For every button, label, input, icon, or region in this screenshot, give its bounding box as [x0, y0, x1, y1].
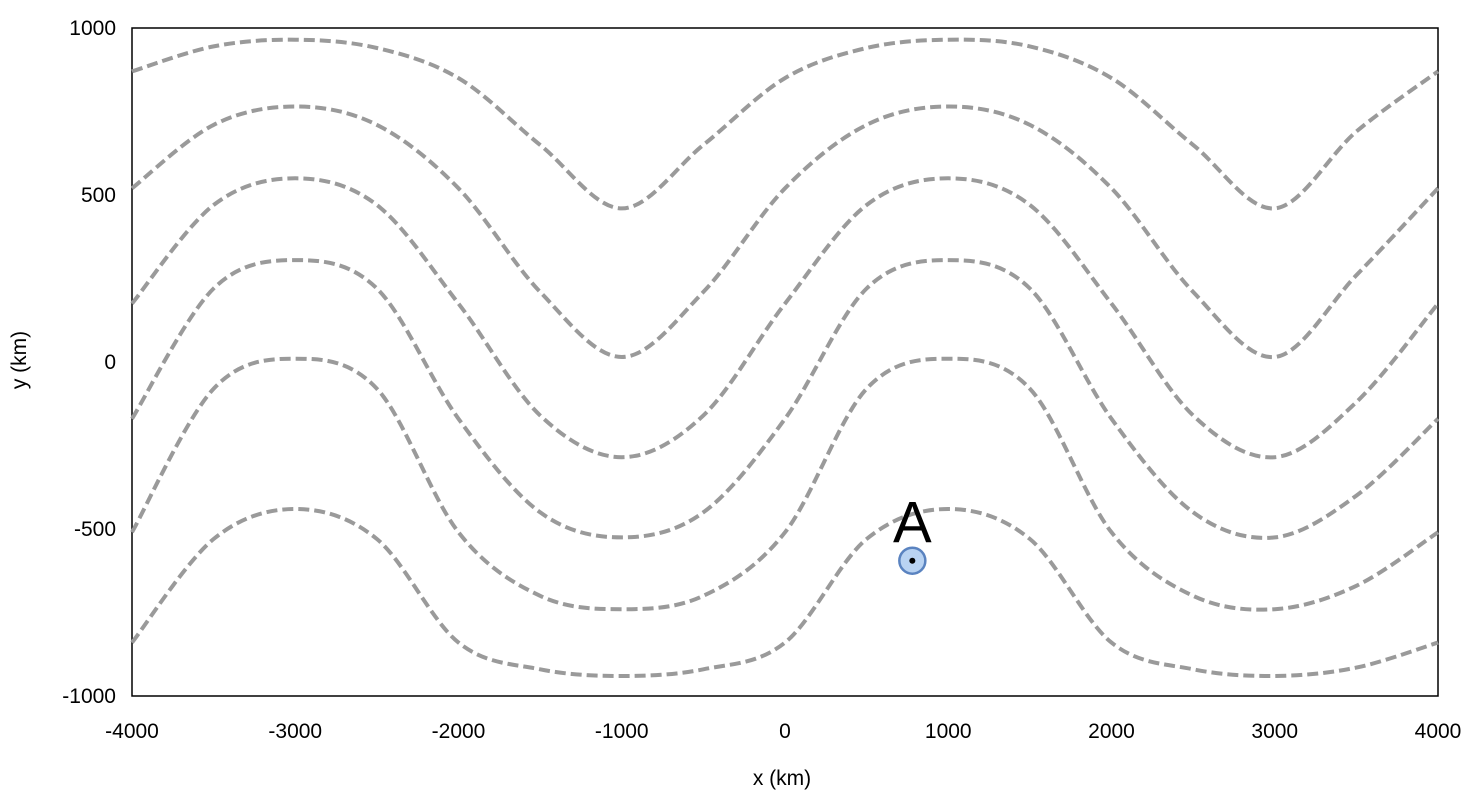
- x-tick-label: -4000: [105, 720, 159, 743]
- y-axis-ticks: 1000 500 0 -500 -1000: [62, 17, 116, 708]
- y-tick-label: -1000: [62, 685, 116, 708]
- point-a-label: A: [893, 491, 932, 556]
- x-tick-label: -2000: [432, 720, 486, 743]
- x-tick-label: -1000: [595, 720, 649, 743]
- x-tick-label: 3000: [1251, 720, 1298, 743]
- x-tick-label: 2000: [1088, 720, 1135, 743]
- point-a-center-dot: [909, 557, 916, 564]
- contour-line-2: [130, 104, 1440, 360]
- contour-line-5: [130, 356, 1440, 612]
- x-axis-label: x (km): [753, 767, 811, 790]
- y-tick-label: 1000: [69, 17, 116, 40]
- y-tick-label: -500: [74, 518, 116, 541]
- plot-area: [131, 27, 1439, 697]
- contour-lines: [130, 37, 1440, 679]
- y-tick-label: 0: [104, 351, 116, 374]
- x-tick-label: 4000: [1415, 720, 1462, 743]
- y-tick-label: 500: [81, 184, 116, 207]
- annotations: A: [893, 491, 932, 575]
- contour-line-6: [130, 506, 1439, 679]
- contour-line-4: [130, 258, 1440, 540]
- x-axis-ticks: -4000 -3000 -2000 -1000 0 1000 2000 3000 4000: [105, 720, 1461, 743]
- contour-line-3: [130, 176, 1440, 460]
- y-axis-label: y (km): [8, 331, 31, 389]
- contour-line-1: [131, 37, 1440, 211]
- x-tick-label: 0: [779, 720, 791, 743]
- x-tick-label: -3000: [268, 720, 322, 743]
- x-tick-label: 1000: [925, 720, 972, 743]
